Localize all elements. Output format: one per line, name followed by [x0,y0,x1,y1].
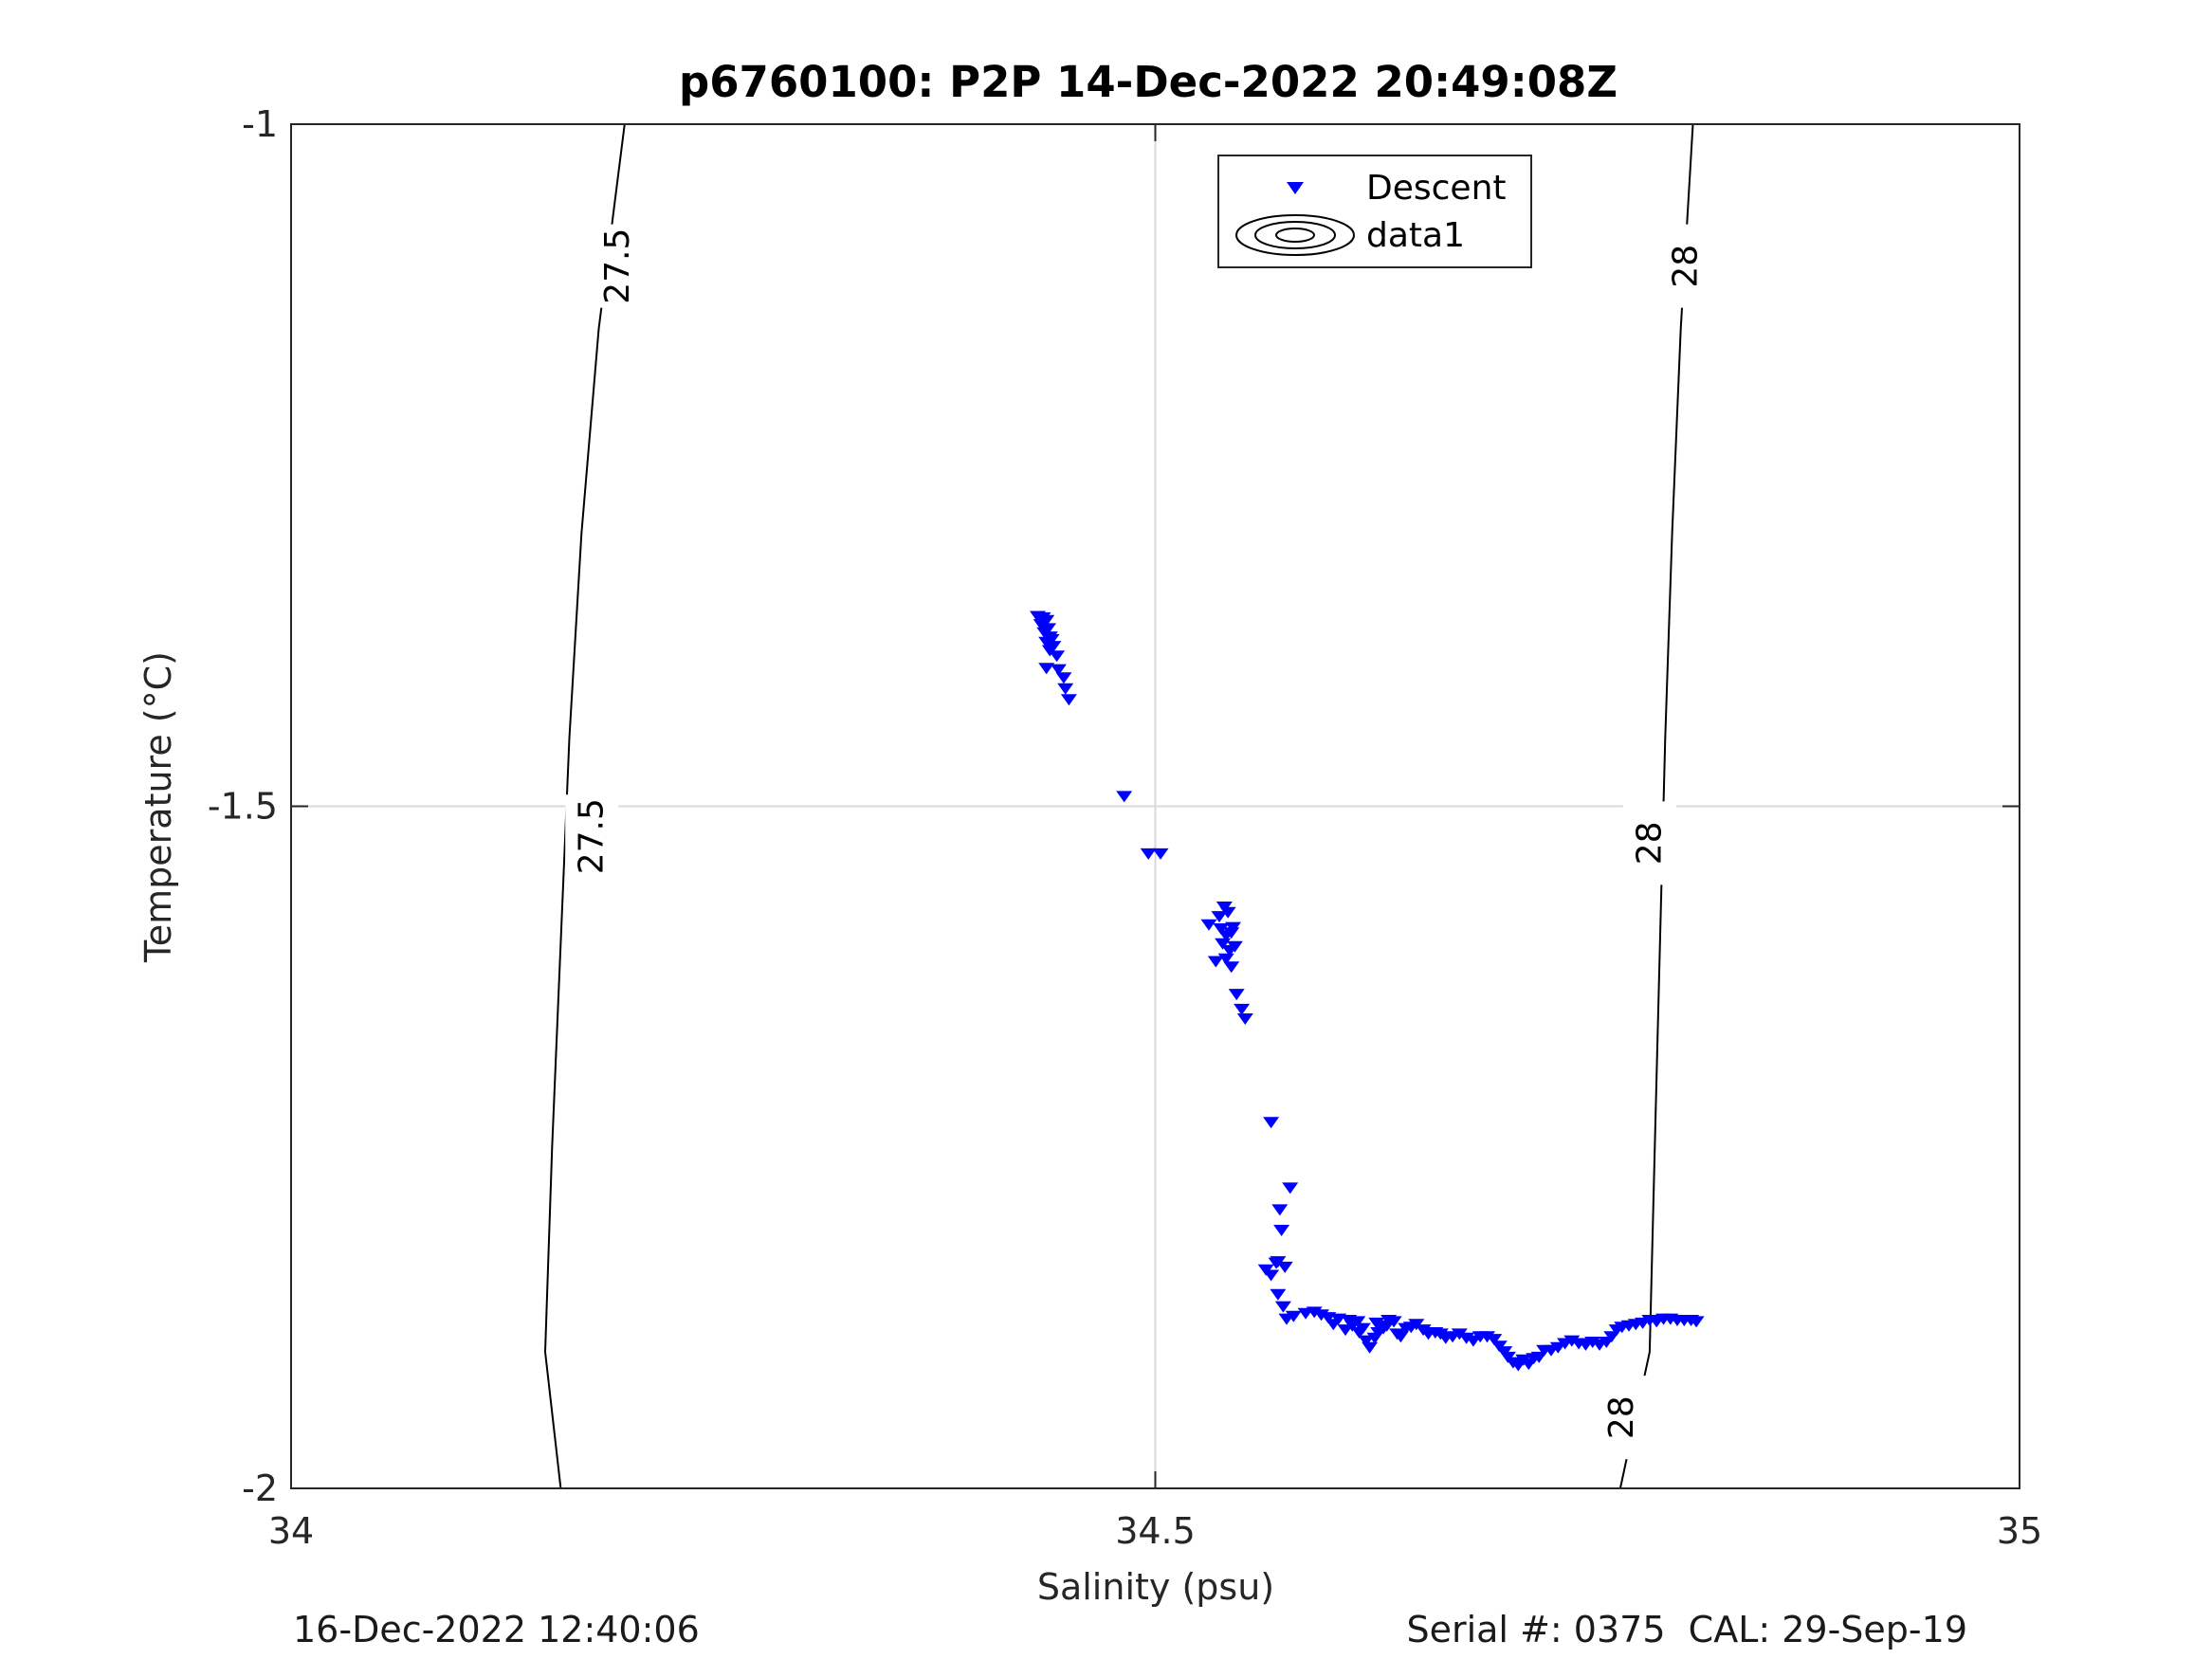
descent-point [1688,1316,1705,1328]
contour-label: 28 [1602,1395,1641,1439]
descent-point [1234,1003,1251,1015]
descent-point [1268,1257,1285,1269]
descent-point [1225,921,1241,934]
descent-point [1271,1204,1289,1216]
descent-point [1263,1269,1280,1282]
descent-point [1226,940,1243,953]
descent-point [1200,919,1217,931]
descent-point [1213,923,1230,935]
contour-label: 27.5 [598,228,637,304]
contour-label-background [565,794,619,879]
descent-point [1362,1341,1379,1354]
x-tick-label: 35 [1997,1510,2042,1552]
axis-ticks: 34 34.5 35 -2 -1.5 -1 [208,103,2042,1552]
descent-point [1486,1334,1503,1346]
x-tick-label: 34.5 [1115,1510,1196,1552]
descent-point [1285,1310,1302,1322]
descent-point [1207,956,1224,968]
descent-point [1282,1182,1299,1194]
descent-point [1219,906,1236,919]
descent-point [1276,1261,1293,1273]
contour-label: 28 [1630,821,1669,865]
descent-point [1451,1328,1468,1340]
chart-title: p6760100: P2P 14-Dec-2022 20:49:08Z [679,57,1618,107]
descent-point [1055,672,1072,684]
contour-label-background [591,224,645,308]
descent-point [1140,848,1157,860]
contour-label: 28 [1667,245,1706,288]
contour-label-background [1622,801,1676,885]
descent-point [1211,911,1228,923]
x-axis-label: Salinity (psu) [1037,1566,1274,1608]
legend[interactable]: Descent data1 [1217,155,1532,268]
descent-point [1049,650,1066,663]
x-tick-label: 34 [268,1510,314,1552]
footer-timestamp: 16-Dec-2022 12:40:06 [293,1609,700,1650]
legend-box [1217,155,1532,268]
descent-point [1263,1117,1280,1129]
y-tick-label: -1.5 [208,786,278,828]
descent-point [1392,1331,1409,1343]
descent-point [1060,694,1077,706]
contour-label-background [1659,224,1713,308]
descent-point [1057,683,1074,695]
descent-point [1358,1335,1375,1347]
y-axis-label: Temperature (°C) [137,651,179,963]
descent-point [1043,633,1060,646]
legend-marker-descent [1287,182,1304,194]
y-tick-label: -2 [242,1468,278,1509]
descent-point [1223,961,1240,974]
descent-point [1033,619,1050,631]
descent-point [1050,664,1067,676]
footer-serial-cal: Serial #: 0375 CAL: 29-Sep-19 [1406,1609,1967,1650]
legend-label-descent: Descent [1366,169,1507,208]
descent-point [1116,791,1133,803]
legend-contour-icon [1235,214,1355,256]
descent-series [1030,611,1705,1372]
contour-label: 27.5 [573,798,612,874]
contour-line [543,123,626,1489]
descent-point [1273,1225,1290,1236]
descent-point [1228,989,1245,1001]
descent-point [1038,663,1055,675]
descent-point [1344,1320,1361,1332]
descent-point [1270,1288,1287,1301]
descent-point [1217,953,1234,965]
descent-point [1351,1327,1368,1339]
descent-point [1379,1320,1396,1332]
density-contours: 27.5 27.5 28 28 28 [543,123,1713,1489]
descent-point [1236,1013,1253,1025]
y-tick-label: -1 [242,103,278,145]
descent-point [1215,938,1232,950]
descent-point [1274,1301,1291,1313]
descent-point [1152,848,1169,860]
legend-label-data1: data1 [1366,216,1465,255]
descent-point [1325,1319,1342,1331]
descent-point [1223,927,1240,939]
contour-label-background [1595,1376,1649,1460]
